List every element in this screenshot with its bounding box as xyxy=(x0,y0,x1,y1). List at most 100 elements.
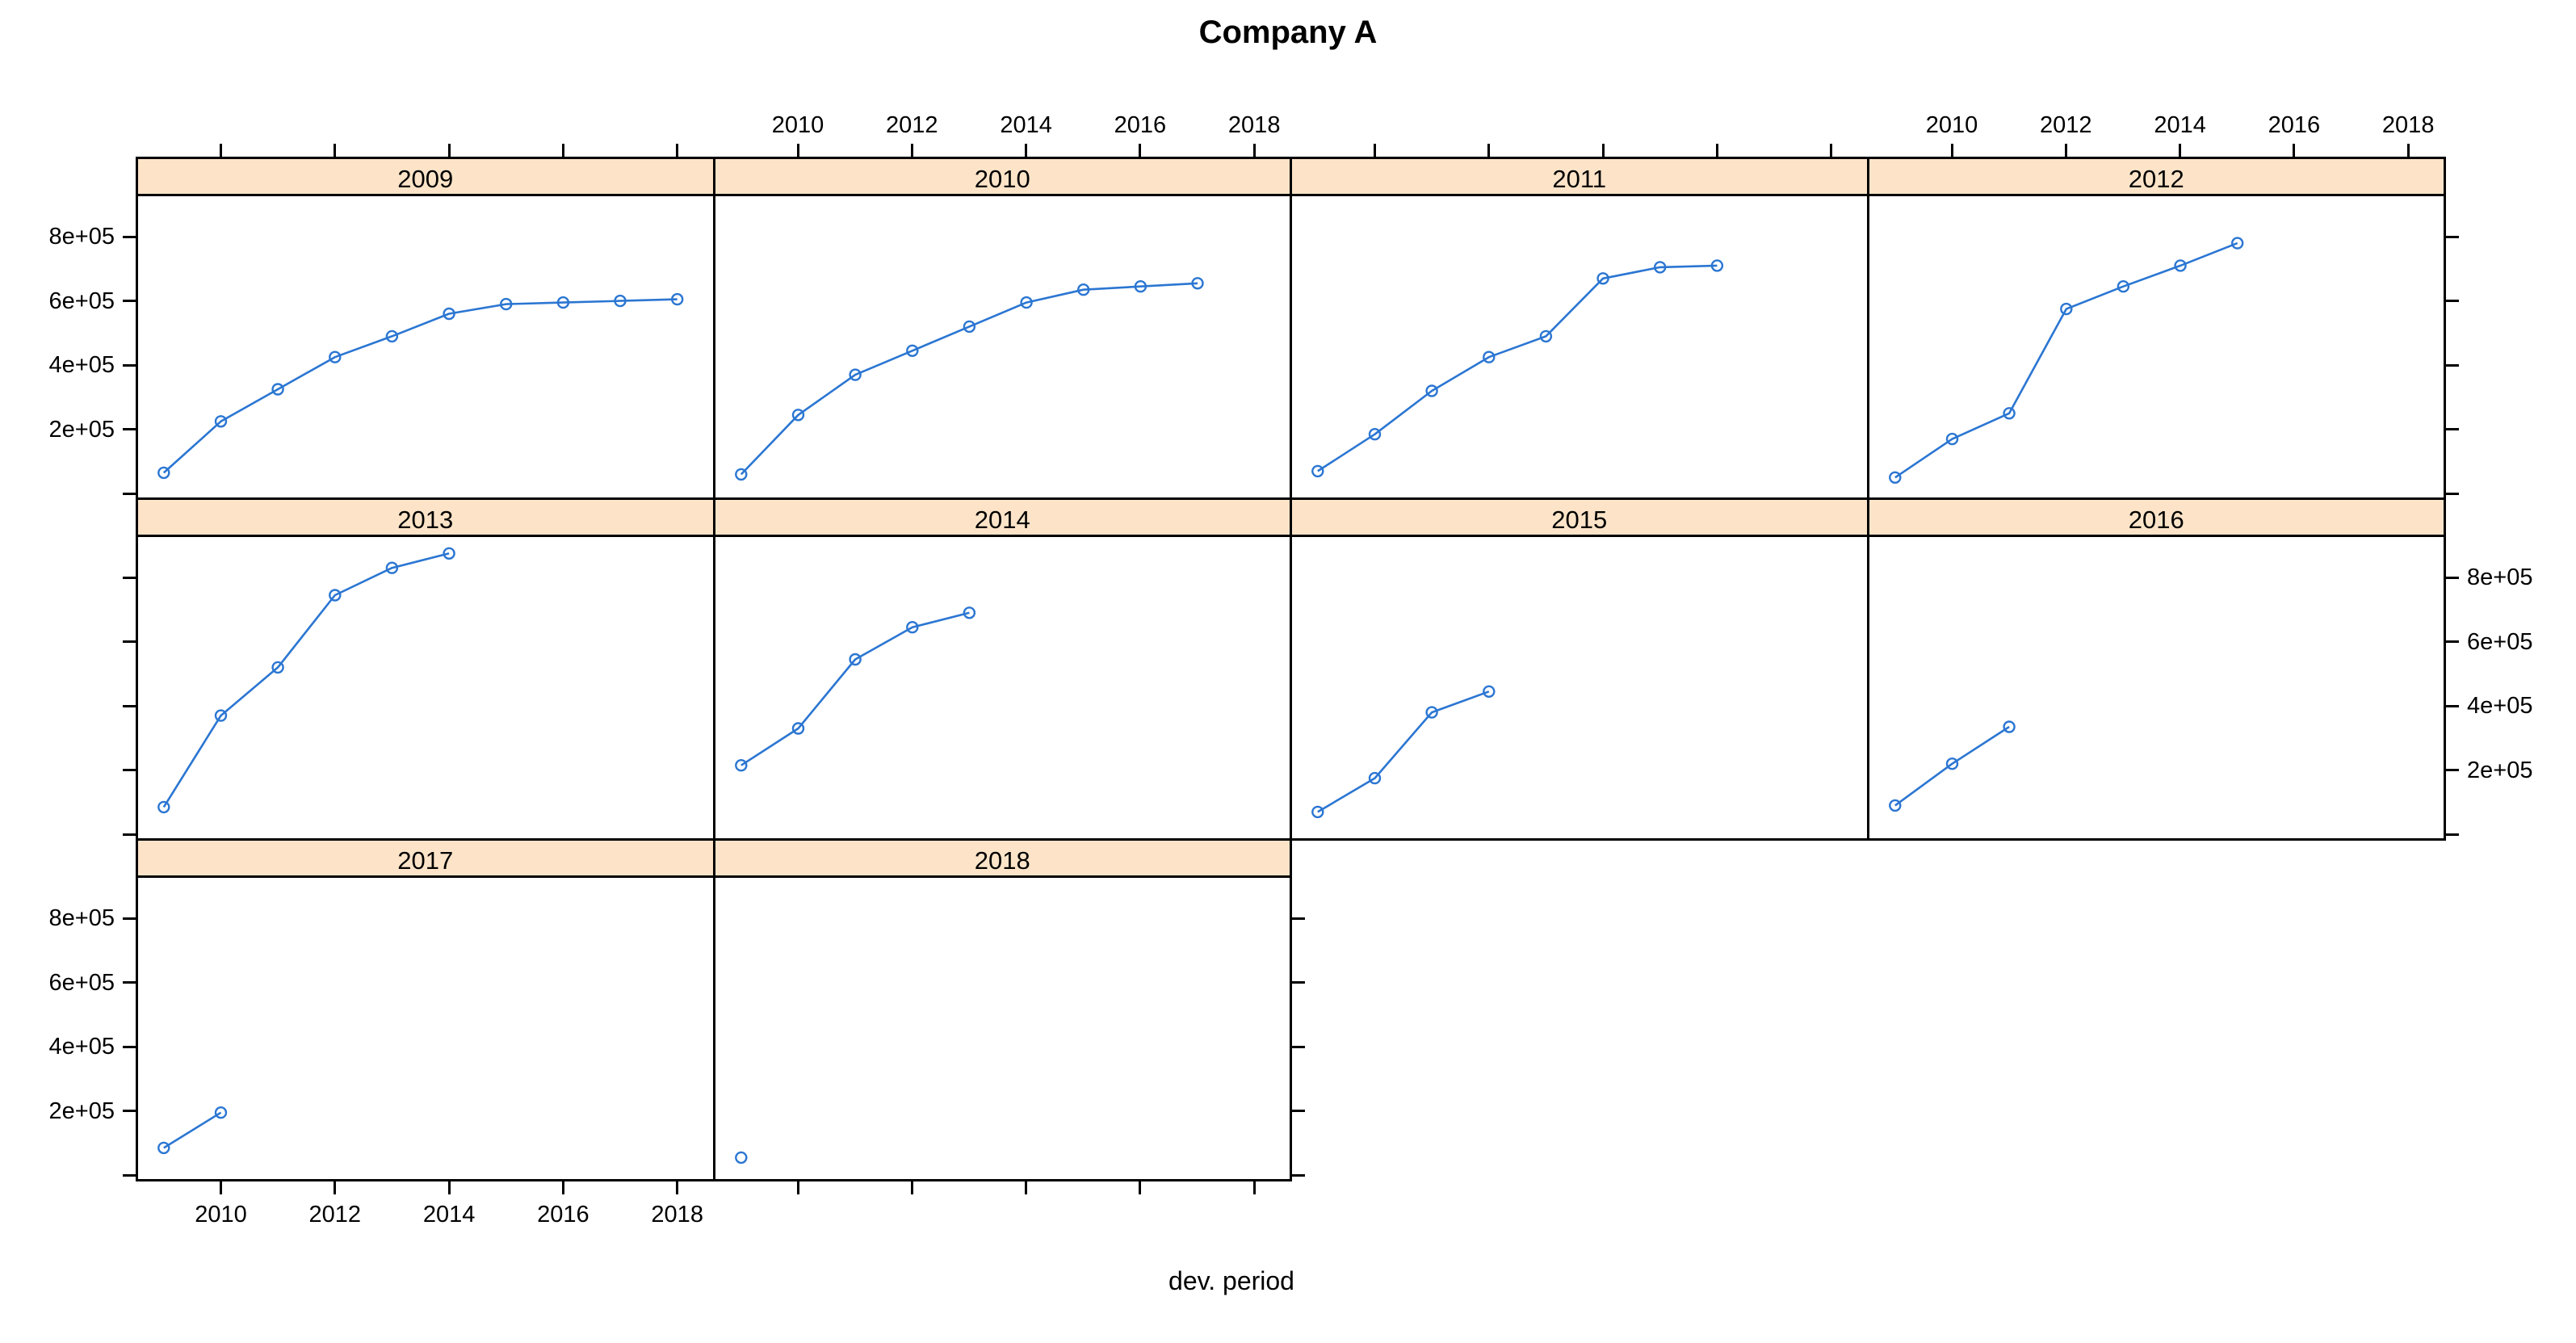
x-tick-bottom xyxy=(334,1181,337,1194)
data-point-2013 xyxy=(329,589,342,602)
x-tick-label-top: 2010 xyxy=(771,112,824,138)
data-point-2011 xyxy=(1654,261,1667,274)
panel-strip-2018: 2018 xyxy=(712,838,1292,878)
panel-2012 xyxy=(1866,194,2446,500)
y-tick-left xyxy=(123,917,136,920)
data-point-2010 xyxy=(1076,283,1089,296)
strip-label-2018: 2018 xyxy=(974,846,1030,875)
y-tick-left xyxy=(123,235,136,238)
y-tick-right xyxy=(1292,981,1305,984)
data-point-2015 xyxy=(1311,805,1324,819)
panel-2017 xyxy=(136,875,715,1181)
x-tick-label-top: 2014 xyxy=(2154,112,2206,138)
series-line-2010 xyxy=(740,282,1198,476)
x-tick-top xyxy=(1715,144,1718,157)
strip-label-2014: 2014 xyxy=(974,506,1030,534)
data-point-2013 xyxy=(271,661,284,674)
series-svg-2009 xyxy=(157,292,684,480)
data-point-2010 xyxy=(1190,277,1204,290)
y-tick-right xyxy=(1292,1173,1305,1177)
x-tick-top xyxy=(1252,144,1256,157)
x-tick-bottom xyxy=(447,1181,451,1194)
data-point-2010 xyxy=(1134,279,1147,293)
y-tick-label-right: 4e+05 xyxy=(2467,693,2533,720)
x-tick-top xyxy=(561,144,564,157)
data-point-2011 xyxy=(1311,464,1324,478)
panel-strip-2010: 2010 xyxy=(712,157,1292,196)
x-tick-top xyxy=(1950,144,1953,157)
data-point-2009 xyxy=(157,466,170,480)
data-point-2009 xyxy=(214,415,228,428)
data-point-2010 xyxy=(905,344,919,358)
y-tick-label-left: 6e+05 xyxy=(48,969,115,996)
data-point-2010 xyxy=(791,409,804,422)
y-tick-label-right: 6e+05 xyxy=(2467,628,2533,655)
y-tick-right xyxy=(2446,492,2459,495)
panel-2014 xyxy=(712,535,1292,841)
y-tick-label-right: 2e+05 xyxy=(2467,757,2533,783)
y-tick-right xyxy=(2446,300,2459,303)
panel-2010 xyxy=(712,194,1292,500)
y-tick-right xyxy=(2446,363,2459,367)
y-tick-right xyxy=(1292,917,1305,920)
series-line-2017 xyxy=(163,1111,222,1149)
series-svg-2017 xyxy=(157,1106,228,1155)
panel-strip-2012: 2012 xyxy=(1866,157,2446,196)
y-tick-left xyxy=(123,576,136,579)
data-point-2010 xyxy=(963,320,975,334)
data-point-2012 xyxy=(2002,407,2016,420)
x-tick-bottom xyxy=(220,1181,222,1194)
y-tick-right xyxy=(1292,1110,1305,1113)
y-tick-label-left: 2e+05 xyxy=(48,416,115,443)
x-tick-top xyxy=(1601,144,1605,157)
data-point-2016 xyxy=(1945,758,1958,770)
data-point-2018 xyxy=(734,1151,747,1165)
y-tick-left xyxy=(123,769,136,772)
panel-2013 xyxy=(136,535,715,841)
data-point-2010 xyxy=(734,468,747,481)
data-point-2009 xyxy=(443,307,455,321)
y-tick-label-left: 8e+05 xyxy=(48,905,115,932)
strip-label-2017: 2017 xyxy=(397,846,454,875)
chart-title: Company A xyxy=(1198,15,1378,50)
y-tick-right xyxy=(2446,428,2459,431)
panel-2016 xyxy=(1866,535,2446,841)
x-tick-bottom xyxy=(676,1181,679,1194)
panel-2018 xyxy=(712,875,1292,1181)
series-line-2009 xyxy=(162,298,678,474)
data-point-2009 xyxy=(671,292,684,306)
x-tick-bottom xyxy=(796,1181,799,1194)
data-point-2011 xyxy=(1483,350,1496,363)
data-point-2009 xyxy=(614,294,627,308)
data-point-2011 xyxy=(1596,272,1609,285)
y-tick-label-left: 8e+05 xyxy=(48,224,115,250)
data-point-2012 xyxy=(2230,237,2243,250)
y-tick-left xyxy=(123,1045,136,1048)
y-tick-right xyxy=(2446,576,2459,579)
x-tick-label-top: 2010 xyxy=(1925,112,1978,138)
series-line-2011 xyxy=(1317,264,1718,472)
y-tick-right xyxy=(2446,640,2459,644)
data-point-2009 xyxy=(500,297,513,311)
x-tick-bottom xyxy=(1252,1181,1256,1194)
x-tick-top xyxy=(1139,144,1142,157)
x-tick-label-top: 2016 xyxy=(1114,112,1167,138)
y-tick-left xyxy=(123,704,136,707)
y-tick-right xyxy=(1292,1045,1305,1048)
x-tick-top xyxy=(1025,144,1028,157)
data-point-2011 xyxy=(1710,259,1724,272)
data-point-2010 xyxy=(1019,296,1033,309)
y-tick-left xyxy=(123,981,136,984)
strip-label-2015: 2015 xyxy=(1551,506,1608,534)
data-point-2016 xyxy=(2002,720,2016,733)
x-tick-bottom xyxy=(910,1181,913,1194)
series-svg-2010 xyxy=(734,277,1204,481)
x-tick-label-top: 2012 xyxy=(886,112,938,138)
series-line-2014 xyxy=(740,611,970,766)
data-point-2013 xyxy=(157,800,170,814)
strip-label-2012: 2012 xyxy=(2128,165,2184,193)
strip-label-2011: 2011 xyxy=(1552,165,1607,193)
data-point-2011 xyxy=(1368,428,1382,441)
y-tick-left xyxy=(123,640,136,644)
